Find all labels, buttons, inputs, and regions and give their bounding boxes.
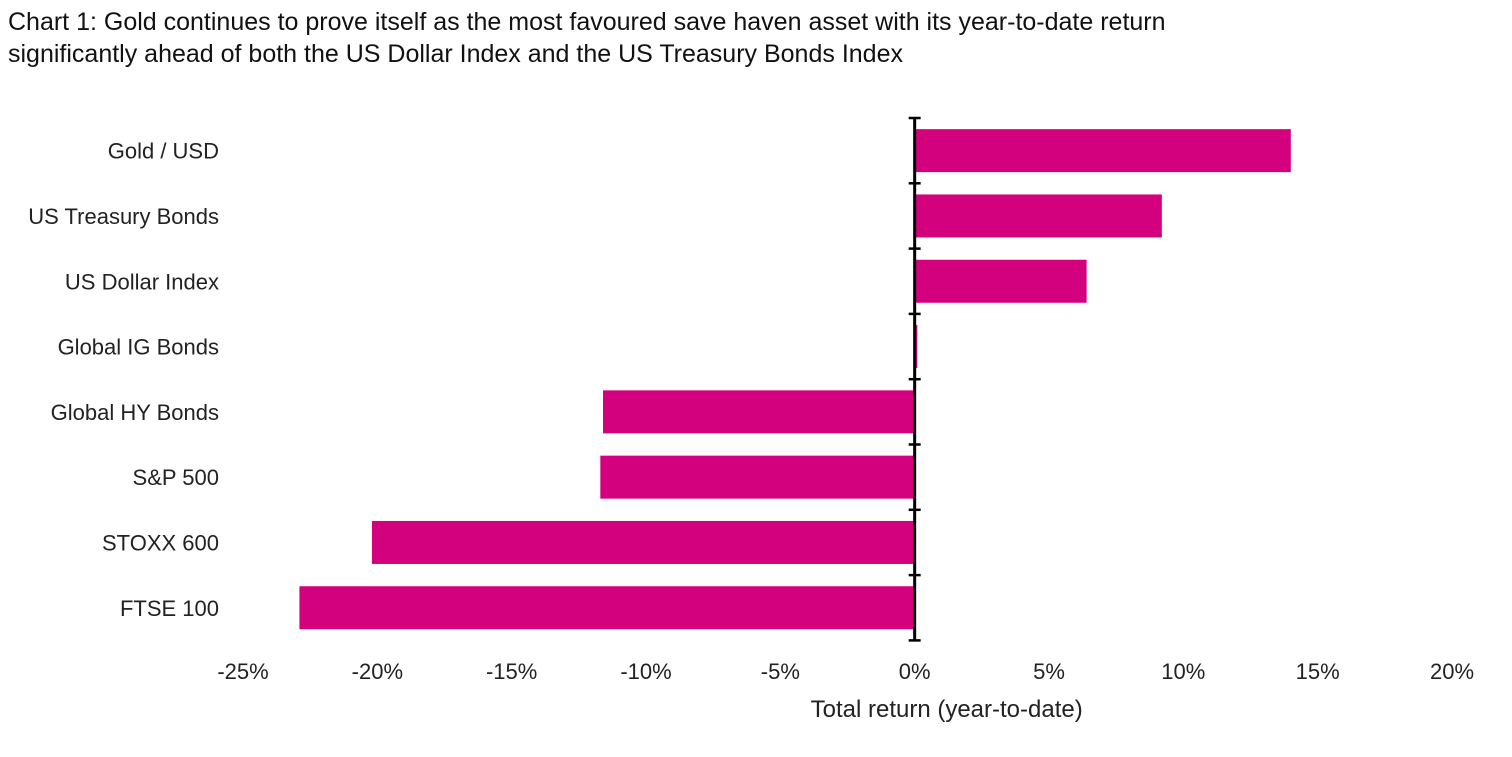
category-label: Gold / USD xyxy=(108,139,219,164)
x-tick-label: -15% xyxy=(486,659,537,684)
category-label: Global HY Bonds xyxy=(51,400,219,425)
x-tick-label: 0% xyxy=(899,659,931,684)
bar-stoxx-600 xyxy=(371,520,915,564)
x-axis-title: Total return (year-to-date) xyxy=(811,696,1083,723)
category-label: S&P 500 xyxy=(133,465,219,490)
chart-title: Chart 1: Gold continues to prove itself … xyxy=(8,8,1166,68)
bar-gold-usd xyxy=(914,129,1291,173)
x-tick-label: 5% xyxy=(1033,659,1065,684)
bars-group xyxy=(299,129,1291,630)
bar-us-dollar-index xyxy=(914,259,1087,303)
zero-axis xyxy=(908,116,921,642)
x-tick-labels: -25% -20% -15% -10% -5% 0% 5% 10% 15% 20% xyxy=(217,659,1474,684)
x-tick-label: 10% xyxy=(1161,659,1205,684)
x-tick-label: -5% xyxy=(761,659,800,684)
category-label: Global IG Bonds xyxy=(58,335,219,360)
bar-global-hy-bonds xyxy=(603,390,915,434)
bar-s-p-500 xyxy=(600,455,915,499)
x-tick-label: -20% xyxy=(352,659,403,684)
category-label: STOXX 600 xyxy=(102,530,219,555)
category-label: US Dollar Index xyxy=(65,269,219,294)
bar-ftse-100 xyxy=(299,586,915,630)
category-labels: Gold / USD US Treasury Bonds US Dollar Ind… xyxy=(28,139,219,621)
x-tick-label: -10% xyxy=(620,659,671,684)
x-tick-label: 15% xyxy=(1296,659,1340,684)
x-tick-label: -25% xyxy=(217,659,268,684)
category-label: FTSE 100 xyxy=(120,596,219,621)
category-label: US Treasury Bonds xyxy=(28,204,219,229)
bar-us-treasury-bonds xyxy=(914,194,1162,238)
x-tick-label: 20% xyxy=(1430,659,1474,684)
